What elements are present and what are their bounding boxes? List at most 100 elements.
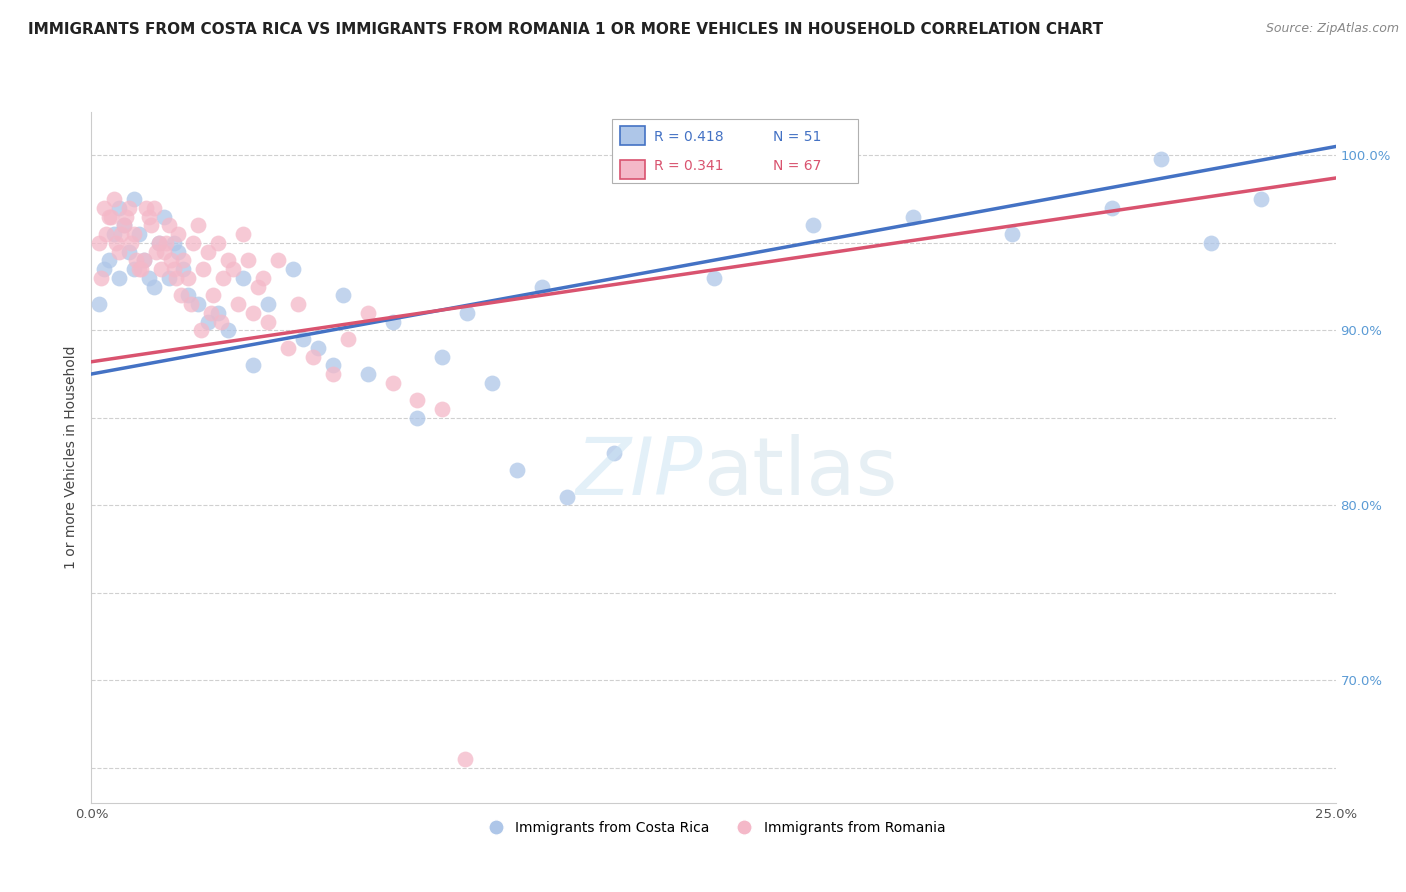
Point	[291, 332, 314, 346]
Point	[165, 270, 187, 285]
Point	[801, 219, 824, 233]
Legend: Immigrants from Costa Rica, Immigrants from Romania: Immigrants from Costa Rica, Immigrants f…	[477, 815, 950, 841]
Point	[93, 201, 115, 215]
Point	[157, 219, 180, 233]
Point	[87, 235, 110, 250]
Point	[381, 376, 404, 390]
Point	[183, 235, 205, 250]
Point	[197, 244, 219, 259]
Point	[555, 490, 578, 504]
Point	[152, 244, 174, 259]
Point	[90, 270, 112, 285]
Point	[456, 306, 478, 320]
Point	[187, 297, 209, 311]
Point	[93, 262, 115, 277]
Text: N = 67: N = 67	[773, 159, 821, 173]
Point	[107, 270, 129, 285]
Point	[432, 402, 454, 417]
Point	[105, 235, 128, 250]
Point	[287, 297, 309, 311]
Point	[135, 201, 157, 215]
Point	[112, 219, 135, 233]
Point	[145, 244, 167, 259]
Text: R = 0.341: R = 0.341	[654, 159, 723, 173]
Point	[232, 227, 254, 241]
Point	[97, 210, 120, 224]
Point	[302, 350, 325, 364]
Point	[118, 244, 141, 259]
Text: IMMIGRANTS FROM COSTA RICA VS IMMIGRANTS FROM ROMANIA 1 OR MORE VEHICLES IN HOUS: IMMIGRANTS FROM COSTA RICA VS IMMIGRANTS…	[28, 22, 1104, 37]
Point	[336, 332, 359, 346]
Point	[177, 288, 200, 302]
Point	[139, 219, 162, 233]
Point	[1150, 152, 1173, 166]
Point	[103, 227, 125, 241]
Point	[107, 244, 129, 259]
Text: Source: ZipAtlas.com: Source: ZipAtlas.com	[1265, 22, 1399, 36]
Point	[209, 314, 232, 328]
Point	[162, 235, 184, 250]
Point	[603, 446, 626, 460]
Point	[120, 235, 142, 250]
Point	[148, 235, 170, 250]
Point	[226, 297, 249, 311]
Text: atlas: atlas	[703, 434, 897, 512]
Point	[190, 323, 212, 337]
Point	[257, 314, 280, 328]
Point	[138, 270, 160, 285]
Point	[1001, 227, 1024, 241]
Text: ZIP: ZIP	[575, 434, 703, 512]
Point	[1250, 192, 1272, 206]
Point	[170, 288, 193, 302]
Point	[142, 201, 165, 215]
Point	[356, 306, 378, 320]
Point	[129, 262, 152, 277]
Point	[322, 367, 344, 381]
Point	[107, 201, 129, 215]
Point	[217, 253, 239, 268]
Point	[160, 253, 183, 268]
Point	[157, 270, 180, 285]
Point	[100, 210, 122, 224]
Point	[267, 253, 290, 268]
Point	[322, 358, 344, 372]
Point	[453, 752, 475, 766]
Point	[232, 270, 254, 285]
Point	[356, 367, 378, 381]
Point	[172, 253, 194, 268]
Point	[481, 376, 503, 390]
Point	[277, 341, 299, 355]
Point	[128, 262, 150, 277]
Point	[506, 463, 529, 477]
Point	[212, 270, 235, 285]
Point	[187, 219, 209, 233]
Point	[167, 244, 190, 259]
Point	[406, 393, 429, 408]
Point	[207, 235, 229, 250]
Point	[128, 227, 150, 241]
Point	[96, 227, 118, 241]
Point	[901, 210, 924, 224]
Point	[87, 297, 110, 311]
Text: N = 51: N = 51	[773, 130, 821, 145]
Text: R = 0.418: R = 0.418	[654, 130, 724, 145]
Point	[281, 262, 304, 277]
Point	[97, 253, 120, 268]
Point	[432, 350, 454, 364]
Point	[702, 270, 725, 285]
Point	[242, 306, 264, 320]
Point	[207, 306, 229, 320]
Point	[122, 262, 145, 277]
Point	[152, 210, 174, 224]
Point	[132, 253, 155, 268]
Point	[202, 288, 225, 302]
Point	[167, 227, 190, 241]
Point	[332, 288, 354, 302]
Point	[180, 297, 202, 311]
Point	[193, 262, 215, 277]
Point	[200, 306, 222, 320]
Point	[406, 410, 429, 425]
Point	[142, 279, 165, 293]
Point	[252, 270, 274, 285]
Point	[242, 358, 264, 372]
